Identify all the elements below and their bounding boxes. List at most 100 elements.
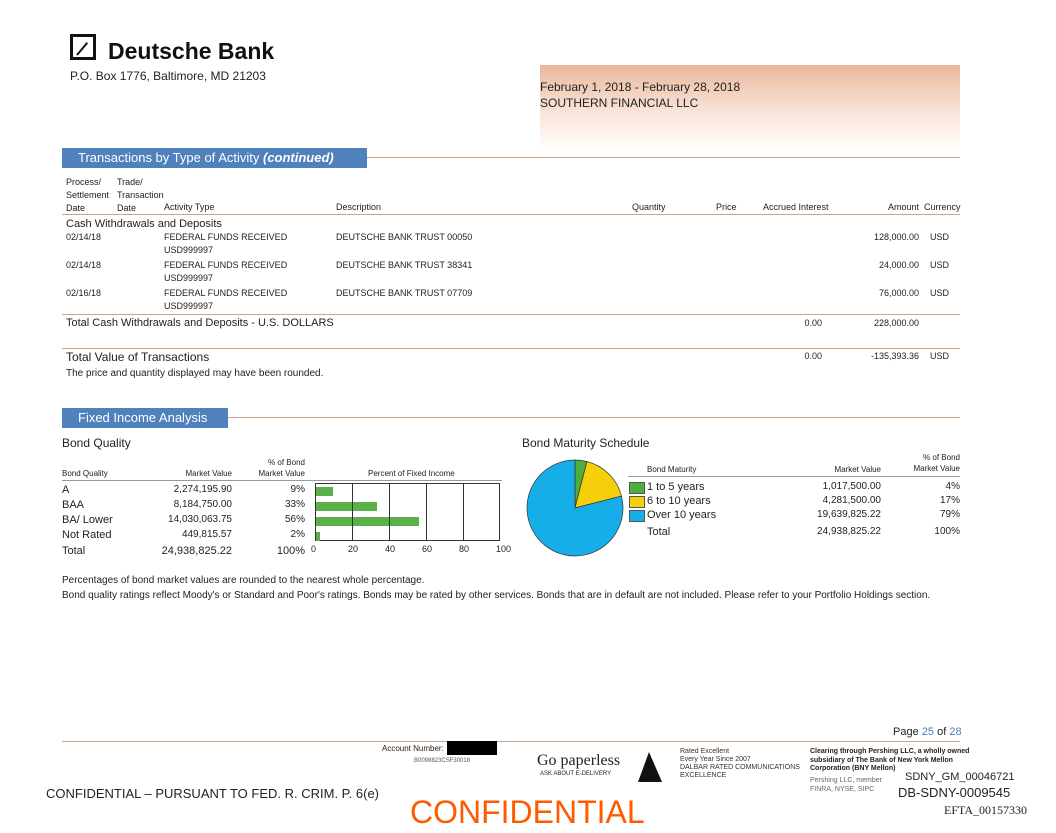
pie-slice-2 (526, 459, 624, 557)
quality-row-value: 14,030,063.75 (168, 514, 232, 525)
maturity-total-value: 24,938,825.22 (817, 526, 881, 537)
quality-total-pct: 100% (276, 545, 305, 557)
quality-row-pct: 9% (290, 484, 305, 495)
dalbar-rating: Rated Excellent Every Year Since 2007 DA… (680, 748, 800, 779)
maturity-row-value: 1,017,500.00 (822, 481, 881, 492)
quality-axis-tick: 100 (496, 544, 512, 554)
row-amount: 24,000.00 (878, 260, 919, 270)
row-activity-sub: USD999997 (164, 245, 214, 255)
quality-gridline (389, 483, 390, 541)
confidential-stamp: CONFIDENTIAL (410, 794, 645, 830)
legend-swatch-2 (629, 510, 645, 522)
col-pct: % of Bond Market Value (258, 458, 305, 478)
row-amount: 128,000.00 (873, 232, 919, 242)
group-total-label: Total Cash Withdrawals and Deposits - U.… (66, 317, 334, 329)
grand-total-accrued: 0.00 (804, 351, 822, 361)
quality-bar-2 (316, 517, 420, 526)
row-activity-sub: USD999997 (164, 273, 214, 283)
rounding-note: The price and quantity displayed may hav… (66, 368, 324, 379)
row-currency: USD (930, 288, 950, 298)
quality-row-value: 2,274,195.90 (173, 484, 232, 495)
bates-db-sdny: DB-SDNY-0009545 (898, 785, 1011, 800)
maturity-row-label: 6 to 10 years (647, 495, 711, 507)
row-currency: USD (930, 232, 950, 242)
quality-axis-tick: 80 (459, 544, 470, 554)
maturity-row-pct: 4% (945, 481, 960, 492)
confidential-notice: CONFIDENTIAL – PURSUANT TO FED. R. CRIM.… (46, 786, 380, 801)
col-maturity-value: Market Value (834, 465, 881, 474)
row-description: DEUTSCHE BANK TRUST 38341 (336, 260, 473, 270)
col-currency: Currency (924, 202, 961, 212)
col-percent-chart: Percent of Fixed Income (368, 469, 455, 478)
row-activity: FEDERAL FUNDS RECEIVED (164, 232, 288, 242)
quality-row-pct: 2% (290, 529, 305, 540)
col-market-value: Market Value (185, 469, 232, 478)
redaction-box (447, 741, 497, 755)
pershing-info: Pershing LLC, member FINRA, NYSE, SIPC (810, 777, 882, 793)
col-maturity-pct: % of Bond Market Value (913, 453, 960, 473)
col-price: Price (716, 202, 737, 212)
quality-row-pct: 33% (284, 499, 305, 510)
bates-efta: EFTA_00157330 (944, 803, 1028, 817)
grand-total-amount: -135,393.36 (870, 351, 919, 361)
bates-sdny-gm: SDNY_GM_00046721 (905, 771, 1015, 783)
quality-bar-3 (316, 532, 320, 541)
group-total-amount: 228,000.00 (873, 318, 919, 328)
maturity-total-label: Total (647, 526, 671, 538)
row-description: DEUTSCHE BANK TRUST 00050 (336, 232, 473, 242)
quality-row-value: 8,184,750.00 (173, 499, 232, 510)
go-paperless: Go paperless (537, 752, 621, 769)
transactions-section-header: Transactions by Type of Activity (contin… (62, 148, 367, 168)
legend-swatch-0 (629, 482, 645, 494)
client-name: SOUTHERN FINANCIAL LLC (540, 96, 699, 110)
quality-row-pct: 56% (284, 514, 305, 525)
grand-total-currency: USD (930, 351, 950, 361)
bank-address: P.O. Box 1776, Baltimore, MD 21203 (70, 69, 266, 83)
row-date: 02/14/18 (66, 232, 102, 242)
quality-bar-0 (316, 487, 333, 496)
maturity-row-pct: 17% (939, 495, 960, 506)
col-amount: Amount (887, 202, 919, 212)
maturity-row-pct: 79% (939, 509, 960, 520)
page-number: Page 25 of 28 (893, 726, 962, 738)
row-description: DEUTSCHE BANK TRUST 07709 (336, 288, 473, 298)
maturity-total-pct: 100% (934, 526, 960, 537)
row-currency: USD (930, 260, 950, 270)
quality-gridline (352, 483, 353, 541)
quality-chart-frame (315, 483, 500, 541)
account-number-label: Account Number: (382, 744, 444, 753)
maturity-pie-chart (526, 459, 624, 557)
header-banner (540, 65, 960, 150)
quality-bar-1 (316, 502, 377, 511)
fixed-income-section-header: Fixed Income Analysis (62, 408, 228, 428)
row-activity-sub: USD999997 (164, 301, 214, 311)
grand-total-label: Total Value of Transactions (66, 350, 210, 364)
quality-axis-tick: 40 (385, 544, 396, 554)
quality-row-label: BAA (62, 499, 85, 511)
fi-note-2: Bond quality ratings reflect Moody's or … (62, 590, 931, 601)
col-bond-quality: Bond Quality (62, 469, 108, 478)
quality-row-label: BA/ Lower (62, 514, 113, 526)
row-activity: FEDERAL FUNDS RECEIVED (164, 260, 288, 270)
quality-row-value: 449,815.57 (181, 529, 232, 540)
bond-quality-title: Bond Quality (62, 436, 131, 450)
quality-axis-tick: 60 (422, 544, 433, 554)
deutsche-bank-logo-icon (70, 34, 96, 60)
clearing-info: Clearing through Pershing LLC, a wholly … (810, 748, 970, 772)
group-total-accrued: 0.00 (804, 318, 822, 328)
quality-gridline (426, 483, 427, 541)
quality-gridline (463, 483, 464, 541)
row-date: 02/16/18 (66, 288, 102, 298)
statement-period: February 1, 2018 - February 28, 2018 (540, 80, 741, 94)
pie-slice-1 (574, 461, 622, 509)
fi-note-1: Percentages of bond market values are ro… (62, 575, 425, 586)
col-accrued-interest: Accrued Interest (763, 202, 829, 212)
col-trade-date: Trade/ Transaction Date (117, 177, 164, 213)
quality-total-label: Total (62, 545, 86, 557)
col-bond-maturity: Bond Maturity (647, 465, 697, 474)
quality-total-value: 24,938,825.22 (161, 545, 232, 557)
col-quantity: Quantity (632, 202, 666, 212)
quality-axis-tick: 20 (348, 544, 359, 554)
row-date: 02/14/18 (66, 260, 102, 270)
paperless-sub: ASK ABOUT E-DELIVERY (540, 771, 612, 777)
